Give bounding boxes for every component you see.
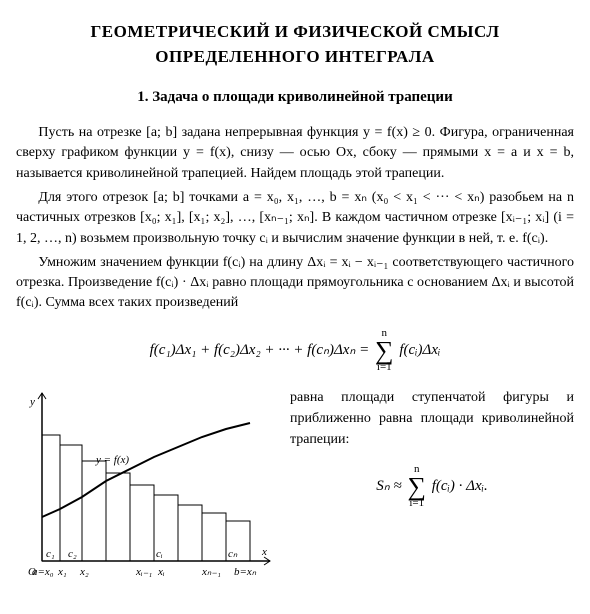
paragraph-3: Умножим значением функции f(cᵢ) на длину… [16, 253, 574, 314]
svg-text:x₂: x₂ [79, 566, 89, 578]
formula-lhs: f(c₁)Δx₁ + f(c₂)Δx₂ + ··· + f(cₙ)Δxₙ = [150, 342, 370, 358]
formula-rhs: f(cᵢ)Δxᵢ [399, 342, 440, 358]
svg-text:cₙ: cₙ [228, 548, 238, 560]
riemann-graph: y = f(x)yxOc₁c₂cᵢcₙa=x₀x₁x₂xᵢ₋₁xᵢxₙ₋₁b=x… [16, 387, 276, 594]
svg-text:xₙ₋₁: xₙ₋₁ [201, 566, 221, 578]
formula-2: Sₙ ≈ n ∑ i=1 f(cᵢ) · Δxᵢ. [290, 464, 574, 509]
svg-text:c₁: c₁ [46, 548, 55, 560]
svg-text:cᵢ: cᵢ [156, 548, 163, 560]
section-heading: 1. Задача о площади криволинейной трапец… [16, 87, 574, 109]
svg-text:y: y [29, 396, 35, 408]
paragraph-2: Для этого отрезок [a; b] точками a = x₀,… [16, 188, 574, 249]
svg-text:x: x [261, 546, 267, 558]
svg-text:b=xₙ: b=xₙ [234, 566, 257, 578]
svg-text:x₁: x₁ [57, 566, 67, 578]
paragraph-1: Пусть на отрезке [a; b] задана непрерывн… [16, 123, 574, 184]
sigma-1: n ∑ i=1 [375, 328, 394, 373]
svg-text:c₂: c₂ [68, 548, 77, 560]
sigma-2: n ∑ i=1 [407, 464, 426, 509]
page-title: ГЕОМЕТРИЧЕСКИЙ И ФИЗИЧЕСКОЙ СМЫСЛ ОПРЕДЕ… [16, 20, 574, 69]
svg-text:y = f(x): y = f(x) [95, 454, 129, 466]
formula-1: f(c₁)Δx₁ + f(c₂)Δx₂ + ··· + f(cₙ)Δxₙ = n… [16, 328, 574, 373]
svg-text:xᵢ: xᵢ [157, 566, 165, 578]
paragraph-4: равна площади ступенчатой фигуры и прибл… [290, 387, 574, 450]
svg-text:a=x₀: a=x₀ [32, 566, 54, 578]
svg-text:xᵢ₋₁: xᵢ₋₁ [135, 566, 152, 578]
